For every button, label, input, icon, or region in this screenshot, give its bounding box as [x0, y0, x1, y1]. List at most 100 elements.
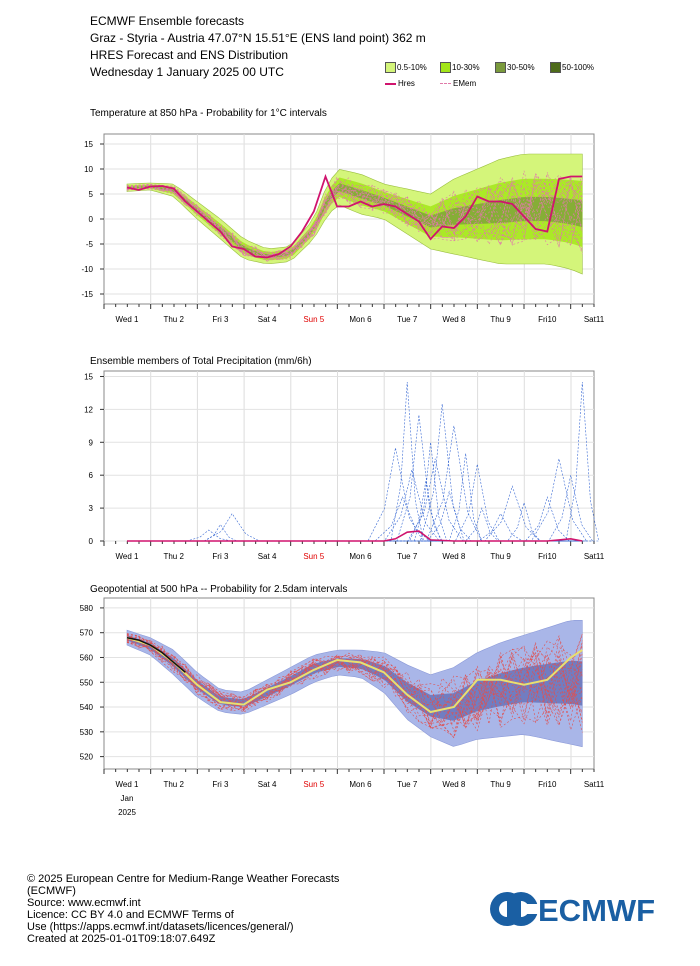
header-location: Graz - Styria - Austria 47.07°N 15.51°E …	[90, 31, 426, 45]
geo-member-line	[126, 641, 583, 724]
legend-label-3: 30-50%	[507, 63, 535, 72]
temp-ytick-label: 0	[89, 215, 94, 224]
temp-day-label: Tue 7	[397, 315, 418, 324]
precip-day-label: Wed 1	[116, 552, 140, 561]
precip-member-line	[127, 507, 583, 542]
precip-member-line	[127, 453, 583, 542]
legend-item-1: 0.5-10%	[385, 62, 427, 73]
ecmwf-logo: ECMWF	[490, 892, 655, 928]
geo-member-line	[126, 640, 583, 729]
legend-item-2: 10-30%	[440, 62, 480, 73]
precip-ytick-label: 12	[84, 405, 93, 414]
temp-day-label: Thu 2	[163, 315, 184, 324]
temp-member-line	[126, 179, 583, 257]
legend-swatch-1	[385, 62, 396, 73]
geo-day-label: Fri 3	[212, 780, 229, 789]
geo-year-label: 2025	[118, 808, 136, 817]
precip-ytick-label: 6	[89, 471, 94, 480]
precip-member-line	[127, 381, 583, 542]
legend-swatch-2	[440, 62, 451, 73]
precip-day-label: Sun 5	[303, 552, 324, 561]
temp-day-label: Sat 4	[258, 315, 277, 324]
temp-ytick-label: -10	[81, 265, 93, 274]
temperature-chart: -15 -10 -5 0 5 10 15 Wed 1 Thu 2 Fri 3 Sat 4 Sun 5 M…	[81, 133, 605, 324]
panel-title-precipitation: Ensemble members of Total Precipitation …	[90, 356, 312, 367]
temp-ytick-label: -5	[86, 240, 94, 249]
precipitation-chart: 0 3 6 9 12 15 Wed 1 Thu 2 Fri 3 Sat 4 Sun 5 Mon 6 Tu…	[84, 370, 605, 561]
geo-day-label: Thu 9	[490, 780, 511, 789]
precip-member-line	[127, 464, 583, 542]
precip-day-label: Wed 8	[442, 552, 466, 561]
legend-label-1: 0.5-10%	[397, 63, 427, 72]
precip-member-line	[127, 458, 583, 542]
temp-day-label: Mon 6	[349, 315, 372, 324]
geo-ytick-label: 560	[80, 653, 94, 662]
geopotential-chart: 520 530 540 550 560 570 580 Wed 1 Thu 2 Fri 3 Sat …	[80, 597, 605, 817]
geo-day-label: Mon 6	[349, 780, 372, 789]
precip-hres-line	[127, 530, 583, 542]
legend-label-2: 10-30%	[452, 63, 480, 72]
geo-member-line	[126, 638, 583, 731]
temp-day-label: Sun 5	[303, 315, 324, 324]
precip-ytick-label: 3	[89, 504, 94, 513]
precip-member-line	[127, 496, 583, 542]
footer-licence: Licence: CC BY 4.0 and ECMWF Terms of	[27, 909, 234, 921]
geo-mean-line	[126, 636, 583, 714]
footer-licence-url: Use (https://apps.ecmwf.int/datasets/lic…	[27, 921, 294, 933]
precip-member-line	[127, 458, 588, 542]
panel-title-geopotential: Geopotential at 500 hPa -- Probability f…	[90, 584, 348, 595]
legend-item-3: 30-50%	[495, 62, 535, 73]
temp-member-line	[126, 179, 583, 261]
footer-org: (ECMWF)	[27, 885, 76, 897]
footer-copyright: © 2025 European Centre for Medium-Range …	[27, 873, 340, 885]
geo-day-label: Thu 2	[163, 780, 184, 789]
geo-member-line	[126, 636, 583, 733]
temp-member-line	[126, 172, 583, 259]
geo-member-line	[126, 639, 583, 737]
temp-member-line	[126, 174, 583, 257]
geo-ytick-label: 530	[80, 728, 94, 737]
temp-band-mid-prob	[127, 177, 583, 261]
header-title: ECMWF Ensemble forecasts	[90, 14, 245, 28]
temp-ytick-label: 15	[84, 140, 93, 149]
temp-day-label: Wed 8	[442, 315, 466, 324]
geo-ytick-label: 540	[80, 703, 94, 712]
precip-member-line	[127, 414, 583, 542]
precip-day-label: Mon 6	[349, 552, 372, 561]
geo-day-label: Fri10	[538, 780, 557, 789]
geo-hres-line	[126, 636, 186, 673]
temp-day-label: Fri10	[538, 315, 557, 324]
panel-title-temperature: Temperature at 850 hPa - Probability for…	[90, 108, 327, 119]
geo-ytick-label: 570	[80, 629, 94, 638]
precip-ytick-label: 15	[84, 372, 93, 381]
legend-emem-line	[440, 83, 451, 84]
precip-member-line	[127, 485, 583, 542]
geo-band-inner	[127, 635, 583, 721]
geo-day-label: Tue 7	[397, 780, 418, 789]
temp-ytick-label: 5	[89, 190, 94, 199]
precip-day-label: Tue 7	[397, 552, 418, 561]
temp-band-high-prob	[127, 183, 583, 258]
geo-member-line	[126, 638, 583, 718]
precip-day-label: Sat11	[584, 552, 605, 561]
geo-member-line	[126, 636, 583, 723]
precip-day-label: Thu 2	[163, 552, 184, 561]
temp-day-label: Sat11	[584, 315, 605, 324]
precip-member-line	[127, 425, 583, 542]
precip-ytick-label: 9	[89, 438, 94, 447]
legend-swatch-3	[495, 62, 506, 73]
legend-label-4: 50-100%	[562, 63, 595, 72]
temp-member-line	[126, 177, 583, 254]
legend-emem: EMem	[440, 79, 476, 88]
precip-member-line	[127, 523, 583, 542]
temp-day-label: Thu 9	[490, 315, 511, 324]
footer-source: Source: www.ecmwf.int	[27, 897, 141, 909]
precip-day-label: Fri10	[538, 552, 557, 561]
temp-day-label: Fri 3	[212, 315, 229, 324]
geo-member-line	[126, 633, 583, 728]
geo-ytick-label: 550	[80, 678, 94, 687]
precip-member-line	[127, 403, 583, 542]
temp-ytick-label: -15	[81, 290, 93, 299]
precip-member-line	[127, 490, 583, 542]
geo-day-label: Sun 5	[303, 780, 324, 789]
